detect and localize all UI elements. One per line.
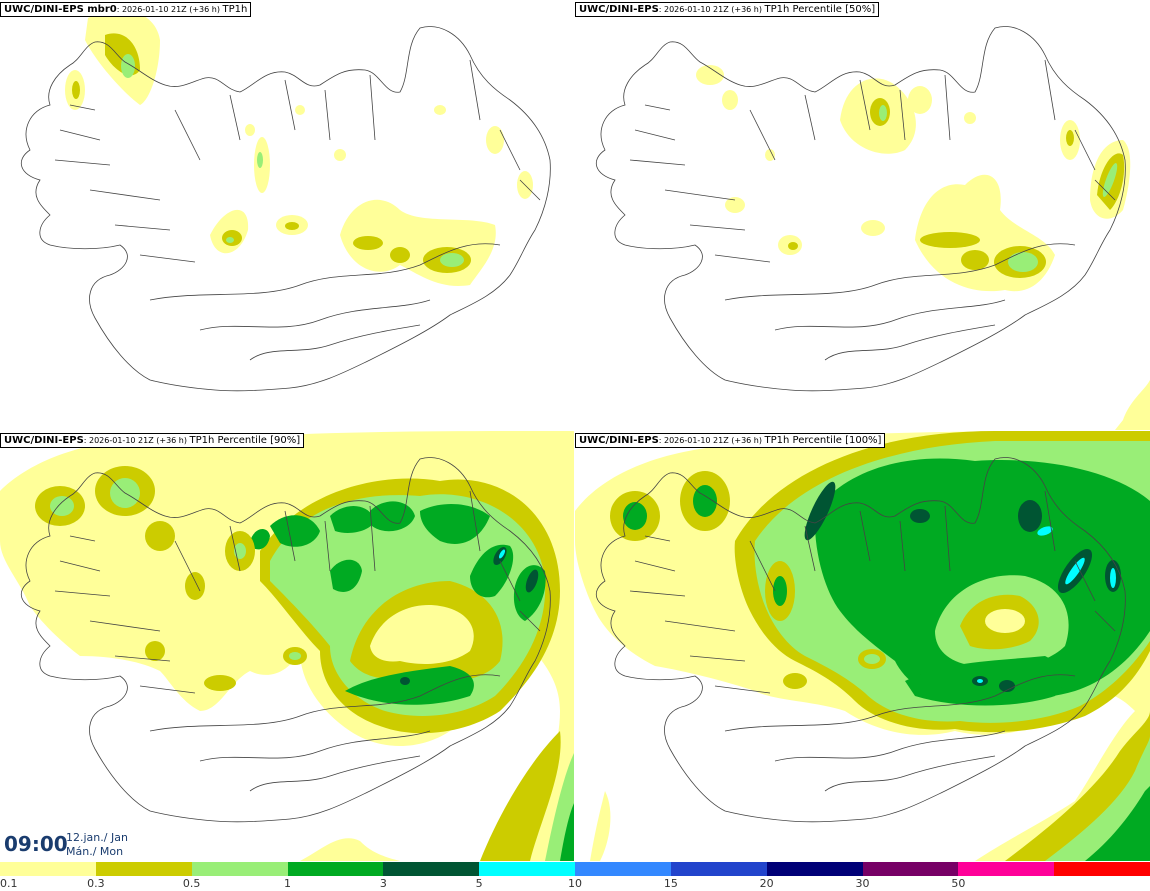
legend-label: 5 bbox=[475, 877, 483, 890]
legend-label: 1 bbox=[284, 877, 291, 890]
model-name: UWC/DINI-EPS mbr0 bbox=[4, 4, 117, 15]
valid-date-line2: Mán./ Mon bbox=[66, 845, 124, 858]
valid-date: 12.jan./ Jan Mán./ Mon bbox=[66, 831, 128, 859]
map-panel-member0: UWC/DINI-EPS mbr0: 2026-01-10 21Z (+36 h… bbox=[0, 0, 575, 430]
iceland-outline bbox=[20, 26, 551, 392]
legend-color-2 bbox=[191, 862, 288, 876]
panel-divider-vertical bbox=[574, 0, 575, 862]
precip-map-p90 bbox=[0, 431, 575, 861]
legend-label: 0.3 bbox=[87, 877, 105, 890]
valid-time-box: 09:00 12.jan./ Jan Mán./ Mon bbox=[0, 823, 134, 862]
legend-color-10 bbox=[958, 862, 1055, 876]
legend-color-4 bbox=[383, 862, 480, 876]
precip-map-p50 bbox=[595, 26, 1150, 430]
precip-shading bbox=[575, 431, 1150, 861]
legend-color-3 bbox=[287, 862, 384, 876]
legend-color-6 bbox=[575, 862, 672, 876]
legend-label: 3 bbox=[379, 877, 387, 890]
panel-title: UWC/DINI-EPS: 2026-01-10 21Z (+36 h) TP1… bbox=[0, 433, 305, 448]
run-info: : 2026-01-10 21Z (+36 h) bbox=[116, 5, 223, 14]
field-name: TP1h Percentile [50%] bbox=[764, 4, 876, 15]
precip-shading bbox=[696, 65, 1150, 430]
map-panel-p100: UWC/DINI-EPS: 2026-01-10 21Z (+36 h) TP1… bbox=[575, 431, 1150, 861]
panel-title: UWC/DINI-EPS: 2026-01-10 21Z (+36 h) TP1… bbox=[575, 433, 886, 448]
map-panel-p90: UWC/DINI-EPS: 2026-01-10 21Z (+36 h) TP1… bbox=[0, 431, 575, 861]
panel-divider-horizontal bbox=[0, 430, 1150, 431]
legend-label: 15 bbox=[663, 877, 678, 890]
map-panel-p50: UWC/DINI-EPS: 2026-01-10 21Z (+36 h) TP1… bbox=[575, 0, 1150, 430]
model-name: UWC/DINI-EPS bbox=[4, 435, 84, 446]
panel-title: UWC/DINI-EPS: 2026-01-10 21Z (+36 h) TP1… bbox=[575, 2, 880, 17]
field-name: TP1h bbox=[222, 4, 248, 15]
field-name: TP1h Percentile [90%] bbox=[189, 435, 301, 446]
model-name: UWC/DINI-EPS bbox=[579, 435, 659, 446]
precip-shading bbox=[65, 9, 533, 286]
iceland-outline bbox=[20, 457, 551, 823]
legend-label: 30 bbox=[855, 877, 870, 890]
precip-map-p100 bbox=[575, 431, 1150, 861]
legend-color-9 bbox=[862, 862, 959, 876]
panel-title: UWC/DINI-EPS mbr0: 2026-01-10 21Z (+36 h… bbox=[0, 2, 252, 17]
iceland-outline bbox=[595, 26, 1126, 392]
run-info: : 2026-01-10 21Z (+36 h) bbox=[658, 436, 765, 445]
iceland-outline bbox=[595, 457, 1126, 823]
legend-label: 20 bbox=[759, 877, 774, 890]
legend-label: 0.1 bbox=[0, 877, 18, 890]
legend-label: 0.5 bbox=[182, 877, 201, 890]
valid-time: 09:00 bbox=[4, 832, 68, 856]
precip-map-member0 bbox=[20, 9, 551, 392]
legend-label: 50 bbox=[951, 877, 966, 890]
model-name: UWC/DINI-EPS bbox=[579, 4, 659, 15]
run-info: : 2026-01-10 21Z (+36 h) bbox=[658, 5, 765, 14]
legend-color-0 bbox=[0, 862, 97, 876]
field-name: TP1h Percentile [100%] bbox=[764, 435, 882, 446]
valid-date-line1: 12.jan./ Jan bbox=[66, 831, 128, 844]
legend-color-8 bbox=[766, 862, 863, 876]
legend-color-11 bbox=[1054, 862, 1150, 876]
legend-color-1 bbox=[95, 862, 193, 876]
legend-color-5 bbox=[479, 862, 576, 876]
run-info: : 2026-01-10 21Z (+36 h) bbox=[83, 436, 190, 445]
precip-legend: 0.1 0.3 0.5 1 3 5 10 15 20 30 50 bbox=[0, 862, 1150, 891]
legend-color-7 bbox=[670, 862, 768, 876]
legend-label: 10 bbox=[568, 877, 582, 890]
precip-shading bbox=[0, 431, 575, 861]
